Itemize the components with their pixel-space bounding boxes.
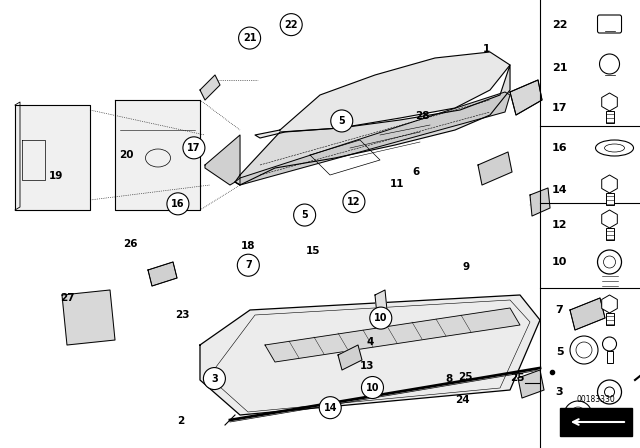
Text: 23: 23 bbox=[175, 310, 189, 320]
Polygon shape bbox=[530, 188, 550, 216]
Text: 5: 5 bbox=[339, 116, 345, 126]
Circle shape bbox=[204, 367, 225, 390]
FancyBboxPatch shape bbox=[560, 408, 632, 436]
Text: 7: 7 bbox=[556, 305, 563, 315]
Polygon shape bbox=[205, 135, 240, 185]
Circle shape bbox=[319, 396, 341, 419]
Text: 14: 14 bbox=[552, 185, 567, 195]
FancyBboxPatch shape bbox=[605, 313, 614, 325]
Circle shape bbox=[280, 13, 302, 36]
Text: 10: 10 bbox=[365, 383, 380, 392]
Circle shape bbox=[343, 190, 365, 213]
Circle shape bbox=[598, 250, 621, 274]
Text: 22: 22 bbox=[552, 20, 567, 30]
Text: 19: 19 bbox=[49, 171, 63, 181]
Text: 21: 21 bbox=[552, 63, 567, 73]
Polygon shape bbox=[15, 105, 90, 210]
Text: 12: 12 bbox=[347, 197, 361, 207]
Text: 8: 8 bbox=[445, 374, 452, 383]
Polygon shape bbox=[265, 308, 520, 362]
Text: 21: 21 bbox=[243, 33, 257, 43]
Polygon shape bbox=[338, 345, 362, 370]
Circle shape bbox=[362, 376, 383, 399]
Text: 28: 28 bbox=[415, 111, 429, 121]
Text: 1: 1 bbox=[483, 44, 490, 54]
Text: 12: 12 bbox=[552, 220, 567, 230]
Text: 27: 27 bbox=[60, 293, 74, 303]
Circle shape bbox=[167, 193, 189, 215]
Text: 22: 22 bbox=[284, 20, 298, 30]
Polygon shape bbox=[518, 370, 544, 398]
Circle shape bbox=[598, 380, 621, 404]
Polygon shape bbox=[235, 92, 510, 185]
FancyBboxPatch shape bbox=[605, 111, 614, 123]
Polygon shape bbox=[115, 100, 200, 210]
Text: 25: 25 bbox=[458, 372, 472, 382]
Text: 7: 7 bbox=[245, 260, 252, 270]
Text: 18: 18 bbox=[241, 241, 255, 250]
Polygon shape bbox=[255, 52, 510, 138]
Circle shape bbox=[564, 401, 592, 429]
Text: 24: 24 bbox=[455, 395, 469, 405]
FancyBboxPatch shape bbox=[598, 15, 621, 33]
Text: 3: 3 bbox=[556, 387, 563, 397]
Polygon shape bbox=[62, 290, 115, 345]
Text: 4: 4 bbox=[366, 337, 374, 347]
Text: 25: 25 bbox=[510, 373, 525, 383]
Text: 17: 17 bbox=[552, 103, 567, 113]
FancyBboxPatch shape bbox=[605, 193, 614, 205]
FancyBboxPatch shape bbox=[605, 228, 614, 240]
Polygon shape bbox=[200, 295, 540, 415]
Text: 2: 2 bbox=[177, 416, 184, 426]
Text: 16: 16 bbox=[171, 199, 185, 209]
Ellipse shape bbox=[595, 140, 634, 156]
Polygon shape bbox=[235, 65, 510, 185]
Polygon shape bbox=[570, 298, 605, 330]
Circle shape bbox=[602, 337, 616, 351]
Text: 3: 3 bbox=[211, 374, 218, 383]
Text: 10: 10 bbox=[552, 257, 567, 267]
Polygon shape bbox=[200, 75, 220, 100]
Circle shape bbox=[183, 137, 205, 159]
Circle shape bbox=[600, 54, 620, 74]
Circle shape bbox=[237, 254, 259, 276]
Circle shape bbox=[370, 307, 392, 329]
Text: 5: 5 bbox=[556, 347, 563, 357]
Text: 9: 9 bbox=[462, 262, 470, 272]
Text: 20: 20 bbox=[120, 150, 134, 159]
Text: 14: 14 bbox=[323, 403, 337, 413]
Text: 13: 13 bbox=[360, 362, 374, 371]
Circle shape bbox=[294, 204, 316, 226]
Text: 17: 17 bbox=[187, 143, 201, 153]
Text: 5: 5 bbox=[301, 210, 308, 220]
FancyBboxPatch shape bbox=[607, 351, 612, 363]
Text: 16: 16 bbox=[552, 143, 567, 153]
Circle shape bbox=[331, 110, 353, 132]
Polygon shape bbox=[375, 290, 387, 315]
Text: 15: 15 bbox=[306, 246, 320, 256]
Polygon shape bbox=[148, 262, 177, 286]
Circle shape bbox=[239, 27, 260, 49]
Text: 6: 6 bbox=[412, 167, 420, 177]
Text: 10: 10 bbox=[374, 313, 388, 323]
Circle shape bbox=[570, 336, 598, 364]
Text: 11: 11 bbox=[390, 179, 404, 189]
Polygon shape bbox=[478, 152, 512, 185]
Polygon shape bbox=[510, 80, 542, 115]
Text: 26: 26 bbox=[124, 239, 138, 249]
Text: 00183330: 00183330 bbox=[577, 395, 616, 404]
